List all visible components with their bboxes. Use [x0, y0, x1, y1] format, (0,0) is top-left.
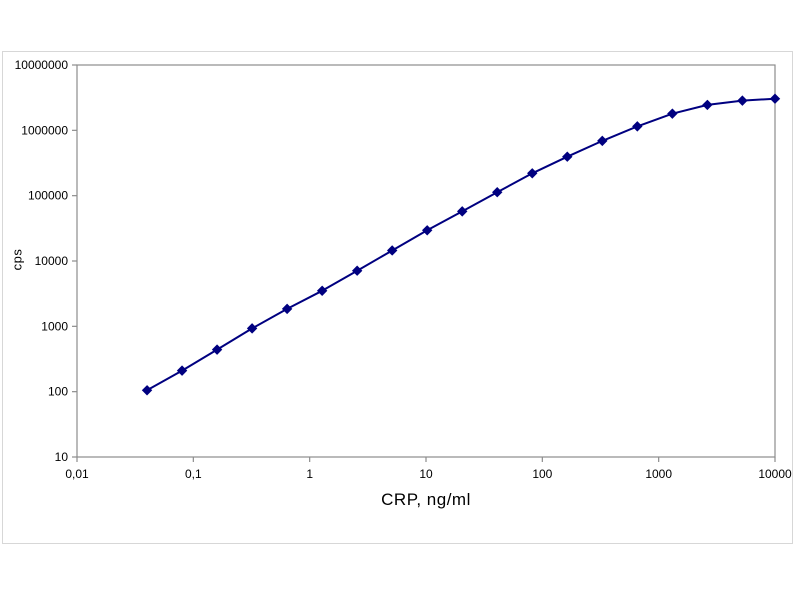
x-tick-label: 10000: [758, 467, 792, 481]
x-tick-label: 10: [419, 467, 433, 481]
data-point-diamond: [597, 135, 608, 147]
data-point-diamond: [457, 206, 468, 217]
x-tick-label: 100: [532, 467, 552, 481]
x-tick-label: 1: [306, 467, 313, 481]
data-point-diamond: [351, 265, 363, 276]
y-tick-label: 10: [55, 450, 69, 464]
x-axis-title: CRP, ng/ml: [381, 490, 471, 509]
data-point-diamond: [527, 168, 538, 179]
data-point-diamond: [386, 245, 398, 256]
plot-area-border: [76, 64, 776, 458]
x-tick-label: 0,1: [185, 467, 202, 481]
y-tick-label: 100: [48, 385, 68, 399]
data-point-diamond: [141, 385, 153, 396]
y-axis-title: cps: [9, 248, 25, 271]
y-tick-label: 1000: [41, 319, 68, 333]
data-point-diamond: [421, 225, 433, 236]
data-point-diamond: [737, 95, 748, 106]
data-point-diamond: [211, 344, 223, 355]
data-point-diamond: [281, 303, 293, 315]
chart-frame: [2, 51, 793, 544]
y-tick-label: 10000000: [15, 58, 69, 72]
data-point-diamond: [632, 121, 643, 132]
y-tick-label: 10000: [35, 254, 69, 268]
data-point-diamond: [246, 323, 258, 334]
data-point-diamond: [562, 151, 573, 162]
data-point-diamond: [316, 285, 328, 296]
data-point-diamond: [176, 365, 188, 376]
data-point-diamond: [492, 186, 503, 198]
y-tick-label: 100000: [28, 189, 68, 203]
series-line: [146, 97, 776, 392]
data-point-diamond: [702, 99, 713, 111]
x-tick-label: 0,01: [65, 467, 89, 481]
x-tick-label: 1000: [645, 467, 672, 481]
data-point-diamond: [769, 93, 781, 104]
y-tick-label: 1000000: [21, 123, 68, 137]
data-point-diamond: [667, 108, 678, 119]
